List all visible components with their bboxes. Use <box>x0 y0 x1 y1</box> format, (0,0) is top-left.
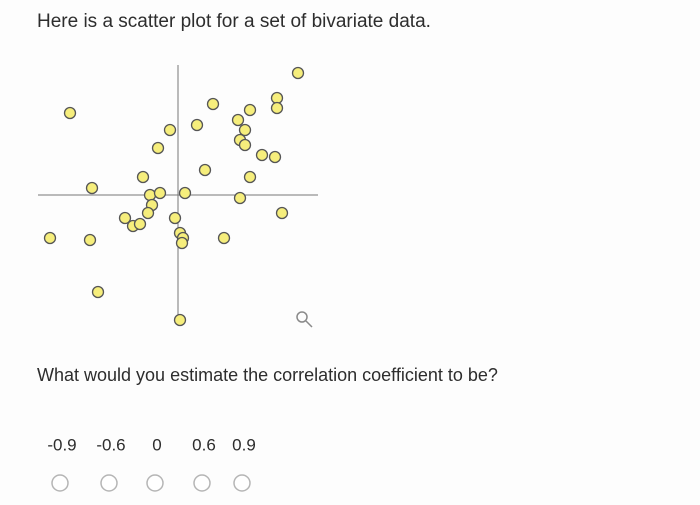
point <box>243 170 257 184</box>
point <box>85 181 99 195</box>
radio-button[interactable] <box>193 474 211 492</box>
radio-button[interactable] <box>100 474 118 492</box>
point <box>275 206 289 220</box>
point <box>163 123 177 137</box>
point <box>118 211 132 225</box>
point <box>168 211 182 225</box>
point <box>136 170 150 184</box>
point <box>91 285 105 299</box>
point <box>133 217 147 231</box>
point <box>63 106 77 120</box>
point <box>175 236 189 250</box>
point <box>270 101 284 115</box>
point <box>255 148 269 162</box>
radio-button[interactable] <box>51 474 69 492</box>
point <box>268 150 282 164</box>
prompt: Here is a scatter plot for a set of biva… <box>37 11 431 32</box>
question: What would you estimate the correlation … <box>37 365 498 385</box>
point <box>243 103 257 117</box>
option-label: -0.9 <box>47 435 76 454</box>
point <box>173 313 187 327</box>
radio-button[interactable] <box>146 474 164 492</box>
point <box>190 118 204 132</box>
point <box>143 188 157 202</box>
point <box>198 163 212 177</box>
point <box>153 186 167 200</box>
option-label: 0 <box>152 435 161 454</box>
zoom-icon[interactable] <box>296 311 313 328</box>
point <box>206 97 220 111</box>
point <box>270 91 284 105</box>
point <box>231 113 245 127</box>
options: -0.9 -0.6 0 0.6 0.9 <box>47 435 256 492</box>
option-label: -0.6 <box>96 435 125 454</box>
point <box>238 138 252 152</box>
point <box>151 141 165 155</box>
point <box>217 231 231 245</box>
option-label: 0.9 <box>232 435 256 454</box>
point <box>141 206 155 220</box>
point <box>178 186 192 200</box>
point <box>238 123 252 137</box>
radio-button[interactable] <box>233 474 251 492</box>
point <box>233 191 247 205</box>
option-label: 0.6 <box>192 435 216 454</box>
scatter-plot <box>38 65 318 327</box>
point <box>43 231 57 245</box>
point <box>83 233 97 247</box>
point <box>291 66 305 80</box>
